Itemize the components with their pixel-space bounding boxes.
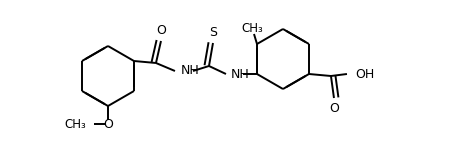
Text: CH₃: CH₃ [241,21,263,35]
Text: O: O [103,117,113,131]
Text: OH: OH [355,67,374,81]
Text: O: O [156,24,166,38]
Text: CH₃: CH₃ [64,117,86,131]
Text: O: O [329,102,339,114]
Text: S: S [209,26,217,40]
Text: NH: NH [231,67,250,81]
Text: NH: NH [181,64,200,78]
